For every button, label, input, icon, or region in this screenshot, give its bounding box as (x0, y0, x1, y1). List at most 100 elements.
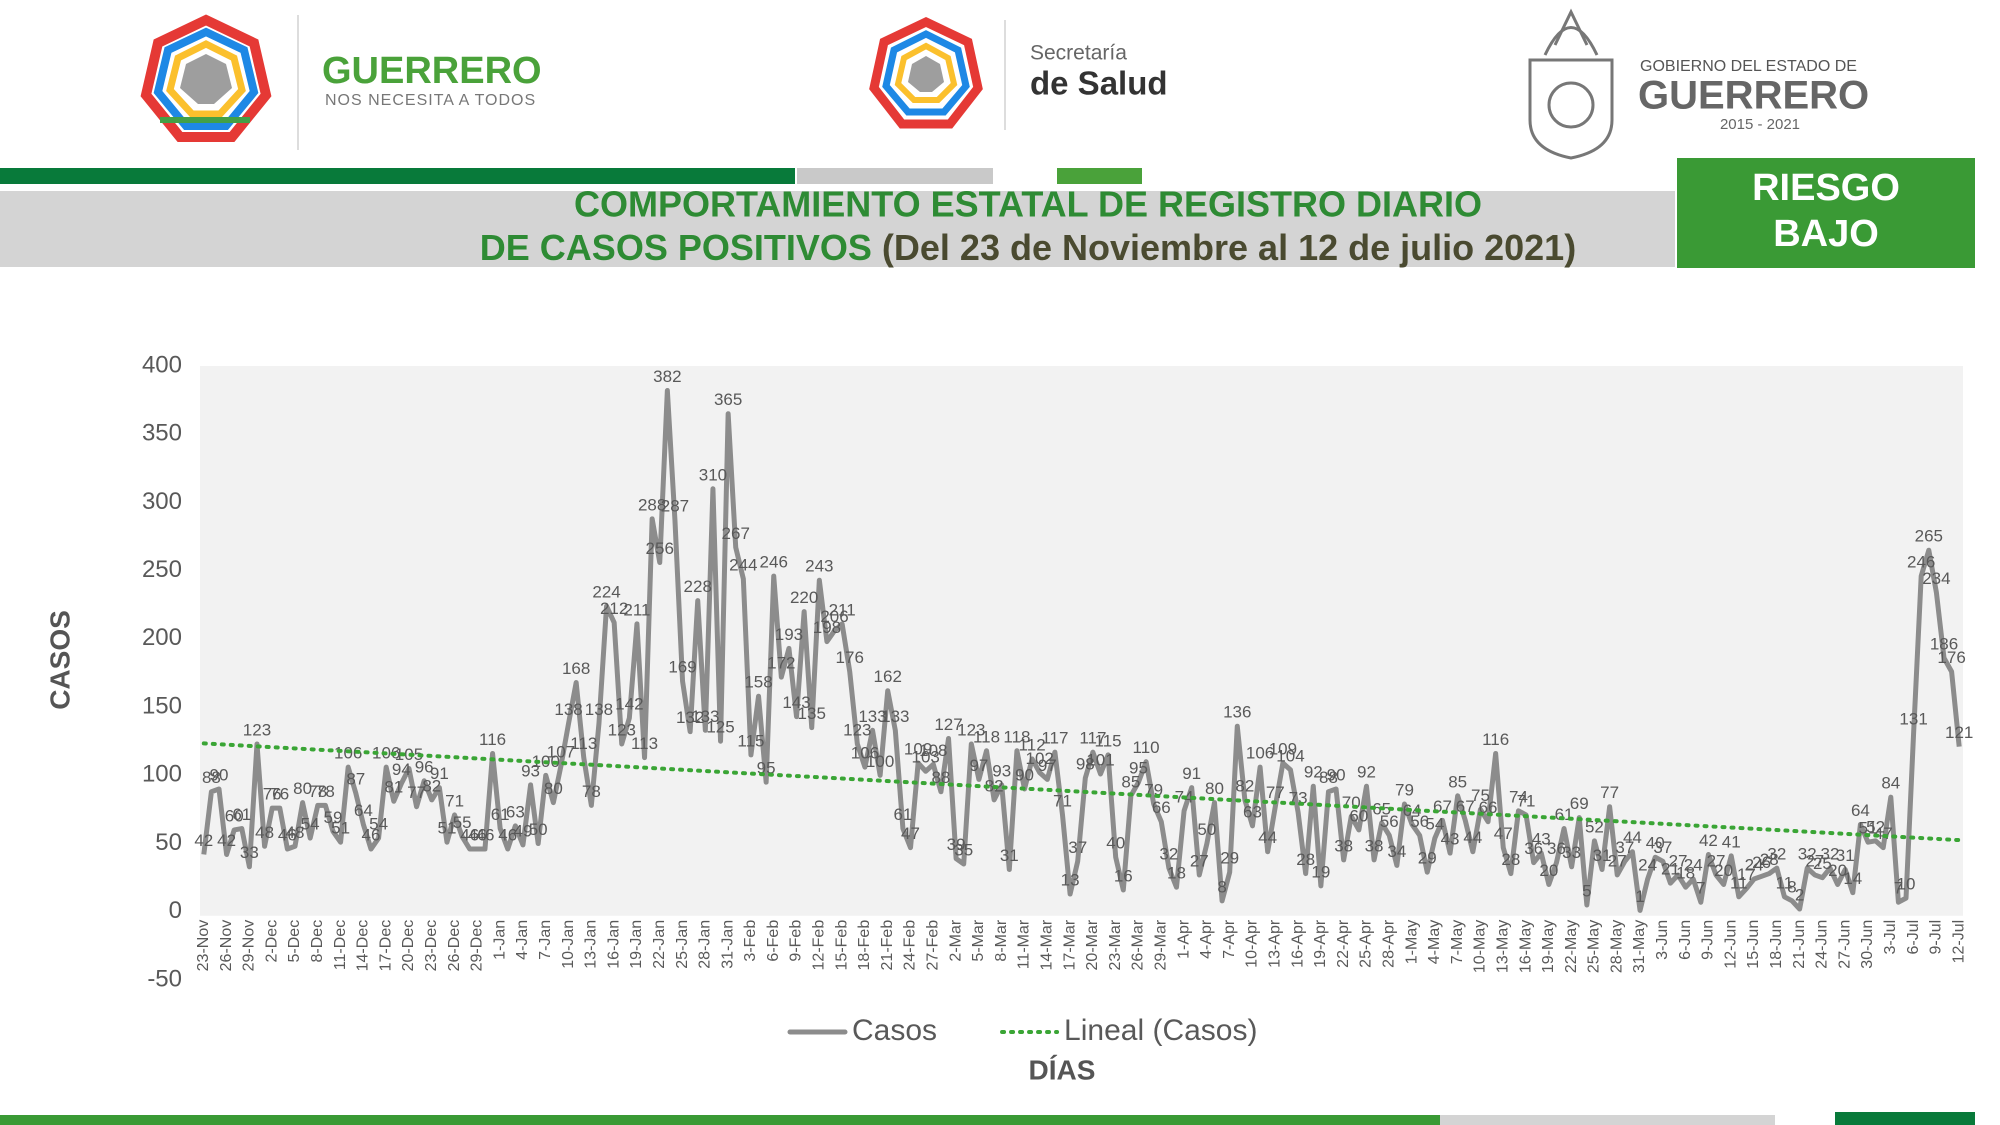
x-tick-label: 12-Jul (1950, 920, 1967, 964)
data-label: 11 (1730, 873, 1748, 892)
data-label: 19 (1311, 862, 1330, 881)
data-label: 123 (243, 720, 271, 739)
data-label: 27 (1805, 851, 1824, 870)
x-tick-label: 19-Jan (628, 920, 645, 969)
x-tick-label: 14-Dec (355, 920, 372, 972)
data-label: 51 (1859, 819, 1878, 838)
data-label: 132 (676, 708, 704, 727)
data-label: 115 (1095, 731, 1122, 750)
data-label: 26 (1752, 853, 1771, 872)
data-label: 127 (934, 715, 962, 734)
data-label: 123 (608, 720, 636, 739)
data-label: 176 (1937, 648, 1965, 667)
data-label: 117 (1079, 729, 1106, 748)
x-tick-label: 27-Jun (1836, 920, 1853, 969)
y-tick-label: 0 (169, 897, 182, 924)
x-tick-label: 1-Jan (491, 920, 508, 960)
data-label: 310 (699, 465, 727, 484)
data-label: 287 (661, 497, 689, 516)
x-tick-label: 4-Apr (1198, 919, 1215, 959)
data-label: 234 (1922, 569, 1950, 588)
x-tick-label: 18-Feb (856, 920, 873, 971)
data-label: 224 (592, 583, 620, 602)
shield (1528, 8, 1614, 160)
x-tick-label: 29-Nov (241, 920, 258, 972)
data-label: 54 (301, 815, 320, 834)
data-label: 193 (775, 625, 803, 644)
logo-guerrero (140, 14, 272, 142)
x-tick-label: 19-May (1540, 920, 1557, 973)
data-label: 97 (1038, 756, 1057, 775)
data-label: 17 (1737, 865, 1756, 884)
data-label: 265 (1915, 527, 1943, 546)
data-label: 69 (1570, 794, 1589, 813)
data-label: 34 (1387, 842, 1406, 861)
data-label: 101 (1086, 750, 1114, 769)
data-label: 56 (1410, 812, 1429, 831)
data-label: 138 (585, 700, 613, 719)
x-tick-label: 25-May (1586, 920, 1603, 973)
x-tick-label: 6-Jul (1905, 920, 1922, 955)
data-label: 8 (1217, 877, 1226, 896)
x-tick-label: 3-Jun (1654, 920, 1671, 960)
data-label: 71 (1053, 791, 1072, 810)
data-label: 54 (369, 815, 388, 834)
x-tick-label: 5-Dec (286, 920, 303, 963)
data-label: 29 (1418, 849, 1437, 868)
x-tick-label: 12-Feb (811, 920, 828, 971)
x-tick-label: 16-Apr (1289, 919, 1306, 968)
stripe (1440, 1115, 1775, 1125)
data-label: 2 (1795, 886, 1804, 905)
data-label: 88 (1319, 768, 1338, 787)
x-tick-label: 4-Jan (514, 920, 531, 960)
data-label: 47 (1494, 824, 1513, 843)
series-line (201, 388, 1962, 913)
data-label: 98 (1076, 755, 1095, 774)
title-line2: DE CASOS POSITIVOS (Del 23 de Noviembre … (480, 227, 1576, 268)
data-label: 20 (1539, 861, 1558, 880)
data-label: 142 (615, 695, 643, 714)
data-label: 91 (1182, 764, 1201, 783)
data-label: 63 (1243, 802, 1262, 821)
data-label: 116 (1482, 730, 1509, 749)
data-label: 133 (691, 707, 719, 726)
x-tick-label: 28-Apr (1380, 919, 1397, 968)
data-label: 82 (1235, 776, 1254, 795)
data-label: 42 (217, 831, 236, 850)
data-label: 95 (1129, 759, 1148, 778)
data-label: 220 (790, 588, 818, 607)
x-tick-label: 3-Jul (1882, 920, 1899, 955)
stripe (0, 1115, 1440, 1125)
x-tick-label: 26-Nov (218, 920, 235, 972)
data-label: 168 (562, 659, 590, 678)
data-label: 123 (843, 720, 871, 739)
data-label: 243 (805, 557, 833, 576)
x-tick-label: 11-Dec (332, 920, 349, 970)
x-tick-label: 21-Jun (1791, 920, 1808, 969)
data-label: 60 (225, 806, 244, 825)
x-tick-label: 31-Jan (719, 920, 736, 969)
risk-line2: BAJO (1773, 213, 1879, 255)
data-label: 46 (460, 825, 479, 844)
data-label: 90 (1327, 765, 1346, 784)
data-label: 93 (992, 761, 1011, 780)
data-label: 37 (1615, 838, 1634, 857)
data-label: 24 (1745, 856, 1764, 875)
x-tick-label: 13-Apr (1266, 919, 1283, 968)
y-tick-label: 200 (142, 624, 182, 651)
title-band (0, 191, 1675, 267)
data-label: 14 (1843, 869, 1862, 888)
data-label: 211 (829, 600, 856, 619)
y-tick-label: 400 (142, 351, 182, 378)
data-label: 31 (1593, 846, 1612, 865)
data-label: 54 (1425, 815, 1444, 834)
data-label: 143 (782, 693, 810, 712)
data-label: 44 (1463, 828, 1482, 847)
y-tick-label: 300 (142, 488, 182, 515)
data-label: 158 (744, 673, 772, 692)
y-axis-title: CASOS (44, 610, 75, 710)
data-label: 198 (813, 618, 841, 637)
x-tick-label: 14-Mar (1039, 919, 1056, 970)
data-label: 32 (1159, 845, 1178, 864)
risk-box (1677, 158, 1975, 268)
